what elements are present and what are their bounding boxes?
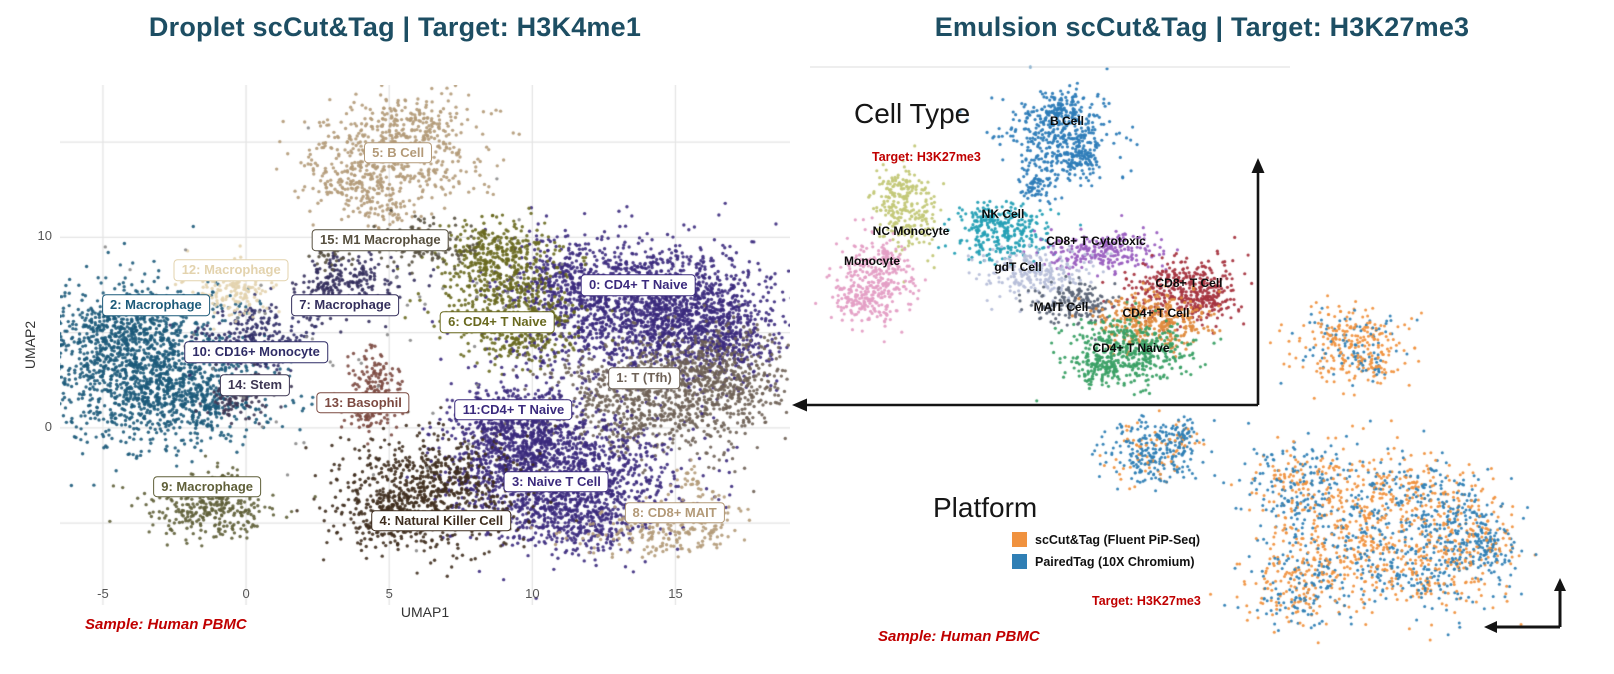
platform-legend: scCut&Tag (Fluent PiP-Seq) PairedTag (10X… [1012, 532, 1200, 576]
legend-swatch [1012, 532, 1027, 547]
y-tick: 10 [37, 228, 52, 244]
right-umap-scatter [790, 0, 1614, 674]
target-label-bottom: Target: H3K27me3 [1092, 594, 1201, 608]
legend-item: PairedTag (10X Chromium) [1012, 554, 1200, 569]
right-sample-note: Sample: Human PBMC [878, 628, 1040, 645]
legend-item: scCut&Tag (Fluent PiP-Seq) [1012, 532, 1200, 547]
legend-label: PairedTag (10X Chromium) [1035, 554, 1195, 569]
legend-swatch [1012, 554, 1027, 569]
target-label-top: Target: H3K27me3 [872, 150, 981, 164]
y-axis-label: UMAP2 [22, 320, 38, 370]
left-sample-note: Sample: Human PBMC [85, 616, 247, 633]
legend-label: scCut&Tag (Fluent PiP-Seq) [1035, 532, 1201, 547]
left-umap-scatter [60, 85, 790, 605]
left-panel-title: Droplet scCut&Tag | Target: H3K4me1 [148, 12, 642, 42]
cell-type-heading: Cell Type [854, 98, 971, 129]
y-tick: 0 [44, 418, 52, 434]
platform-heading: Platform [933, 492, 1038, 523]
x-axis-label: UMAP1 [400, 604, 450, 620]
